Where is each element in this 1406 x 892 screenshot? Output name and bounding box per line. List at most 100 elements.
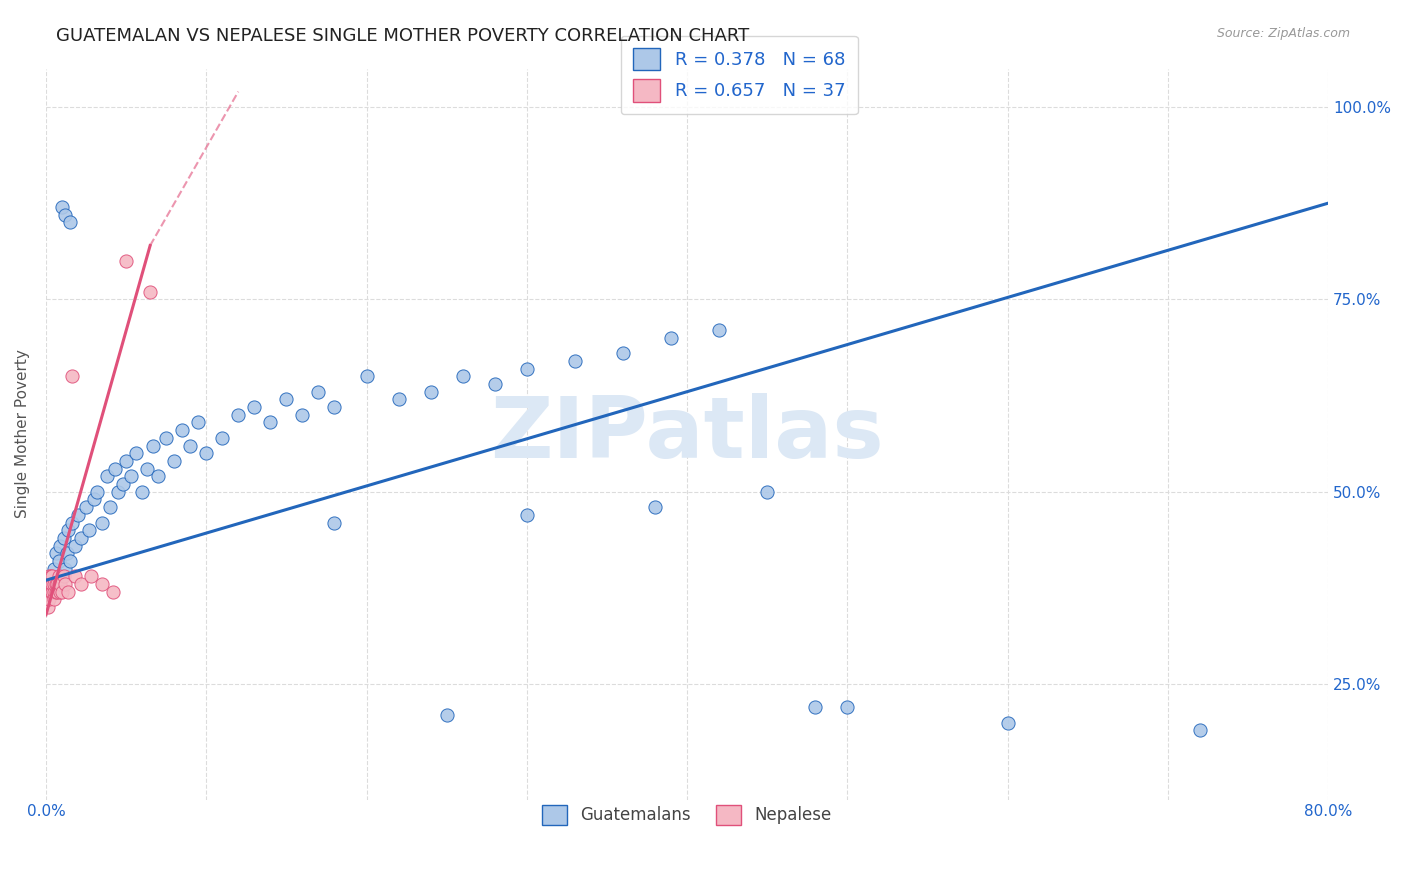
Point [38, 577, 60, 591]
Point [45, 584, 67, 599]
Point [80, 569, 103, 583]
Point [659, 331, 682, 345]
Point [516, 508, 538, 522]
Point [48, 577, 70, 591]
Point [45, 546, 67, 560]
Text: ZIPatlas: ZIPatlas [491, 392, 884, 475]
Point [37, 592, 59, 607]
Point [42, 562, 65, 576]
Point [103, 584, 125, 599]
Point [120, 469, 142, 483]
Point [142, 439, 165, 453]
Point [356, 369, 378, 384]
Text: Source: ZipAtlas.com: Source: ZipAtlas.com [1216, 27, 1350, 40]
Point [125, 446, 148, 460]
Point [756, 484, 779, 499]
Point [612, 346, 634, 360]
Point [51, 569, 73, 583]
Point [291, 408, 314, 422]
Text: GUATEMALAN VS NEPALESE SINGLE MOTHER POVERTY CORRELATION CHART: GUATEMALAN VS NEPALESE SINGLE MOTHER POV… [56, 27, 749, 45]
Point [276, 392, 298, 407]
Point [59, 215, 82, 229]
Point [155, 431, 177, 445]
Point [195, 446, 218, 460]
Point [146, 469, 169, 483]
Point [136, 461, 159, 475]
Legend: Guatemalans, Nepalese: Guatemalans, Nepalese [533, 795, 842, 835]
Point [49, 584, 72, 599]
Point [91, 516, 114, 530]
Point [38, 584, 60, 599]
Point [56, 546, 79, 560]
Point [37, 577, 59, 591]
Point [49, 577, 72, 591]
Point [53, 577, 76, 591]
Point [1188, 723, 1211, 738]
Point [163, 454, 186, 468]
Point [436, 707, 458, 722]
Point [83, 492, 105, 507]
Point [46, 584, 69, 599]
Point [49, 539, 72, 553]
Point [42, 592, 65, 607]
Point [59, 554, 82, 568]
Point [139, 285, 162, 299]
Point [51, 584, 73, 599]
Point [60, 369, 83, 384]
Point [58, 523, 80, 537]
Point [484, 376, 506, 391]
Point [115, 253, 138, 268]
Point [66, 508, 89, 522]
Point [564, 354, 586, 368]
Point [211, 431, 233, 445]
Point [38, 569, 60, 583]
Point [52, 531, 75, 545]
Point [63, 539, 86, 553]
Point [644, 500, 666, 515]
Point [48, 554, 70, 568]
Point [46, 577, 69, 591]
Point [86, 484, 108, 499]
Point [53, 208, 76, 222]
Point [172, 423, 194, 437]
Point [187, 416, 209, 430]
Point [516, 361, 538, 376]
Point [41, 577, 63, 591]
Point [60, 516, 83, 530]
Point [997, 715, 1019, 730]
Point [451, 369, 474, 384]
Point [46, 577, 69, 591]
Point [41, 584, 63, 599]
Point [39, 569, 62, 583]
Point [804, 700, 827, 714]
Point [226, 408, 249, 422]
Point [419, 384, 441, 399]
Point [63, 569, 86, 583]
Point [37, 600, 59, 615]
Point [42, 584, 65, 599]
Point [307, 384, 329, 399]
Point [179, 439, 201, 453]
Point [39, 584, 62, 599]
Point [837, 700, 859, 714]
Point [131, 484, 153, 499]
Point [45, 577, 67, 591]
Point [243, 400, 266, 414]
Point [387, 392, 409, 407]
Point [115, 454, 138, 468]
Point [91, 577, 114, 591]
Point [52, 569, 75, 583]
Point [51, 200, 73, 214]
Point [77, 523, 100, 537]
Y-axis label: Single Mother Poverty: Single Mother Poverty [15, 350, 30, 518]
Point [707, 323, 730, 337]
Point [96, 469, 118, 483]
Point [323, 400, 346, 414]
Point [323, 516, 346, 530]
Point [259, 416, 281, 430]
Point [75, 500, 97, 515]
Point [48, 569, 70, 583]
Point [104, 461, 127, 475]
Point [70, 531, 93, 545]
Point [42, 577, 65, 591]
